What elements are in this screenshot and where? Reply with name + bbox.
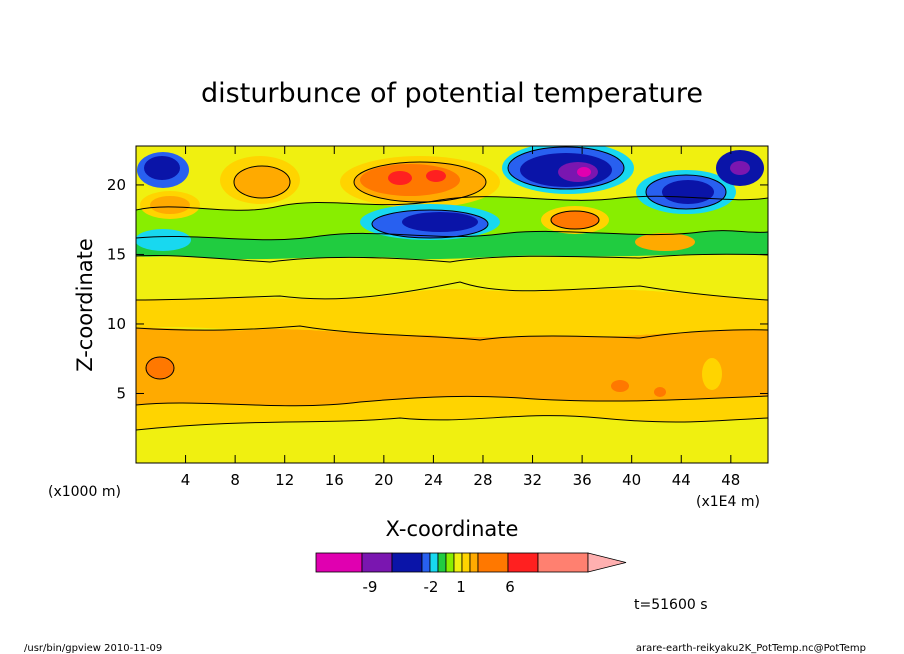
chart-title: disturbunce of potential temperature bbox=[201, 78, 703, 109]
colorbar-segment bbox=[315, 552, 363, 573]
x-tick-label: 12 bbox=[275, 471, 294, 489]
y-tick-label: 20 bbox=[107, 176, 126, 194]
x-tick-label: 44 bbox=[672, 471, 691, 489]
colorbar-segment bbox=[391, 552, 423, 573]
x-tick-label: 4 bbox=[181, 471, 191, 489]
x-tick-label: 24 bbox=[424, 471, 443, 489]
y-tick-label: 5 bbox=[116, 384, 126, 402]
x-tick-label: 16 bbox=[325, 471, 344, 489]
colorbar-segment bbox=[537, 552, 589, 573]
heatmap-field bbox=[136, 146, 768, 463]
colorbar-segment bbox=[469, 552, 479, 573]
footer-right: arare-earth-reikyaku2K_PotTemp.nc@PotTem… bbox=[636, 643, 866, 654]
colorbar-segment bbox=[437, 552, 447, 573]
x-unit-right: (x1E4 m) bbox=[696, 494, 760, 510]
colorbar-segment bbox=[477, 552, 509, 573]
x-tick-label: 36 bbox=[573, 471, 592, 489]
y-axis: 5 10 15 20 bbox=[107, 176, 768, 402]
x-tick-label: 20 bbox=[374, 471, 393, 489]
colorbar-tick-label: -2 bbox=[424, 578, 439, 596]
x-unit-left: (x1000 m) bbox=[48, 484, 121, 500]
plot-frame bbox=[135, 145, 769, 464]
x-tick-label: 28 bbox=[473, 471, 492, 489]
colorbar-segment bbox=[421, 552, 431, 573]
colorbar-segment bbox=[453, 552, 463, 573]
footer-left: /usr/bin/gpview 2010-11-09 bbox=[24, 643, 162, 654]
x-tick-label: 40 bbox=[622, 471, 641, 489]
x-tick-label: 48 bbox=[721, 471, 740, 489]
colorbar-extend-arrow bbox=[587, 552, 627, 573]
x-axis: 4 8 12 16 20 24 28 32 36 40 44 48 bbox=[181, 146, 740, 489]
time-annotation: t=51600 s bbox=[634, 597, 708, 613]
y-axis-label: Z-coordinate bbox=[73, 238, 97, 372]
x-tick-label: 32 bbox=[523, 471, 542, 489]
colorbar-segment bbox=[507, 552, 539, 573]
colorbar-tick-label: -9 bbox=[363, 578, 378, 596]
colorbar-ticks: -9 -2 1 6 bbox=[363, 578, 515, 596]
colorbar-tick-label: 6 bbox=[505, 578, 515, 596]
colorbar-segment bbox=[361, 552, 393, 573]
colorbar-tick-label: 1 bbox=[456, 578, 466, 596]
colorbar-segment bbox=[445, 552, 455, 573]
colorbar-segment bbox=[461, 552, 471, 573]
y-tick-label: 10 bbox=[107, 315, 126, 333]
x-axis-label: X-coordinate bbox=[386, 517, 519, 541]
x-tick-label: 8 bbox=[230, 471, 240, 489]
colorbar bbox=[315, 552, 627, 573]
colorbar-segment bbox=[429, 552, 439, 573]
y-tick-label: 15 bbox=[107, 245, 126, 263]
